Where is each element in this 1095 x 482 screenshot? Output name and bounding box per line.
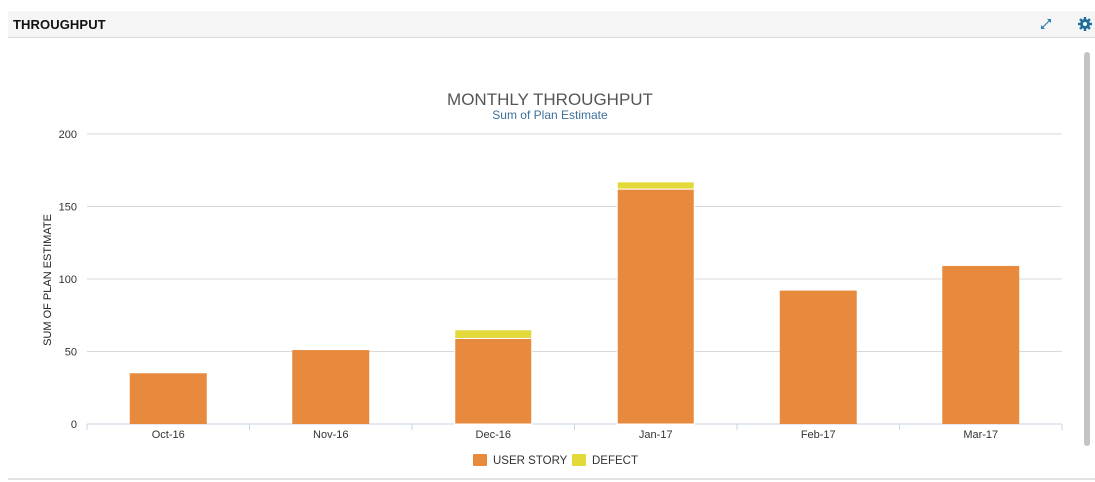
gear-icon[interactable] bbox=[1077, 16, 1093, 32]
throughput-chart: MONTHLY THROUGHPUT Sum of Plan Estimate … bbox=[42, 90, 1063, 467]
y-tick-label: 200 bbox=[59, 129, 77, 141]
x-tick-label: Oct-16 bbox=[152, 429, 185, 441]
y-axis-title: SUM OF PLAN ESTIMATE bbox=[42, 214, 54, 346]
bar-user-story[interactable] bbox=[779, 290, 857, 424]
x-tick-label: Dec-16 bbox=[476, 429, 511, 441]
y-tick-label: 50 bbox=[65, 347, 77, 359]
x-tick-label: Feb-17 bbox=[801, 429, 836, 441]
bar-user-story[interactable] bbox=[616, 188, 695, 425]
panel-bottom-border bbox=[8, 478, 1095, 480]
legend-swatch bbox=[572, 454, 586, 466]
bar-user-story[interactable] bbox=[454, 337, 533, 425]
chart-title: MONTHLY THROUGHPUT bbox=[447, 90, 653, 109]
x-tick-label: Mar-17 bbox=[963, 429, 998, 441]
x-tick-label: Jan-17 bbox=[639, 429, 673, 441]
legend-item[interactable]: DEFECT bbox=[572, 454, 638, 467]
bar-defect[interactable] bbox=[616, 181, 695, 190]
legend-label: DEFECT bbox=[592, 455, 638, 467]
bar-user-story[interactable] bbox=[942, 265, 1020, 424]
y-tick-label: 100 bbox=[59, 274, 77, 286]
bar-user-story[interactable] bbox=[292, 350, 370, 424]
bar-user-story[interactable] bbox=[129, 373, 207, 424]
expand-icon[interactable] bbox=[1038, 16, 1054, 32]
scrollbar-thumb[interactable] bbox=[1084, 52, 1090, 446]
y-tick-label: 150 bbox=[59, 202, 77, 214]
legend-label: USER STORY bbox=[493, 455, 568, 467]
panel-header: THROUGHPUT bbox=[8, 11, 1095, 38]
bar-defect[interactable] bbox=[454, 329, 533, 339]
y-tick-label: 0 bbox=[71, 419, 77, 431]
panel-title: THROUGHPUT bbox=[13, 17, 106, 32]
x-tick-label: Nov-16 bbox=[313, 429, 348, 441]
scrollbar[interactable] bbox=[1082, 44, 1094, 468]
chart-subtitle: Sum of Plan Estimate bbox=[492, 108, 608, 122]
legend-item[interactable]: USER STORY bbox=[473, 454, 568, 467]
legend-swatch bbox=[473, 454, 487, 466]
